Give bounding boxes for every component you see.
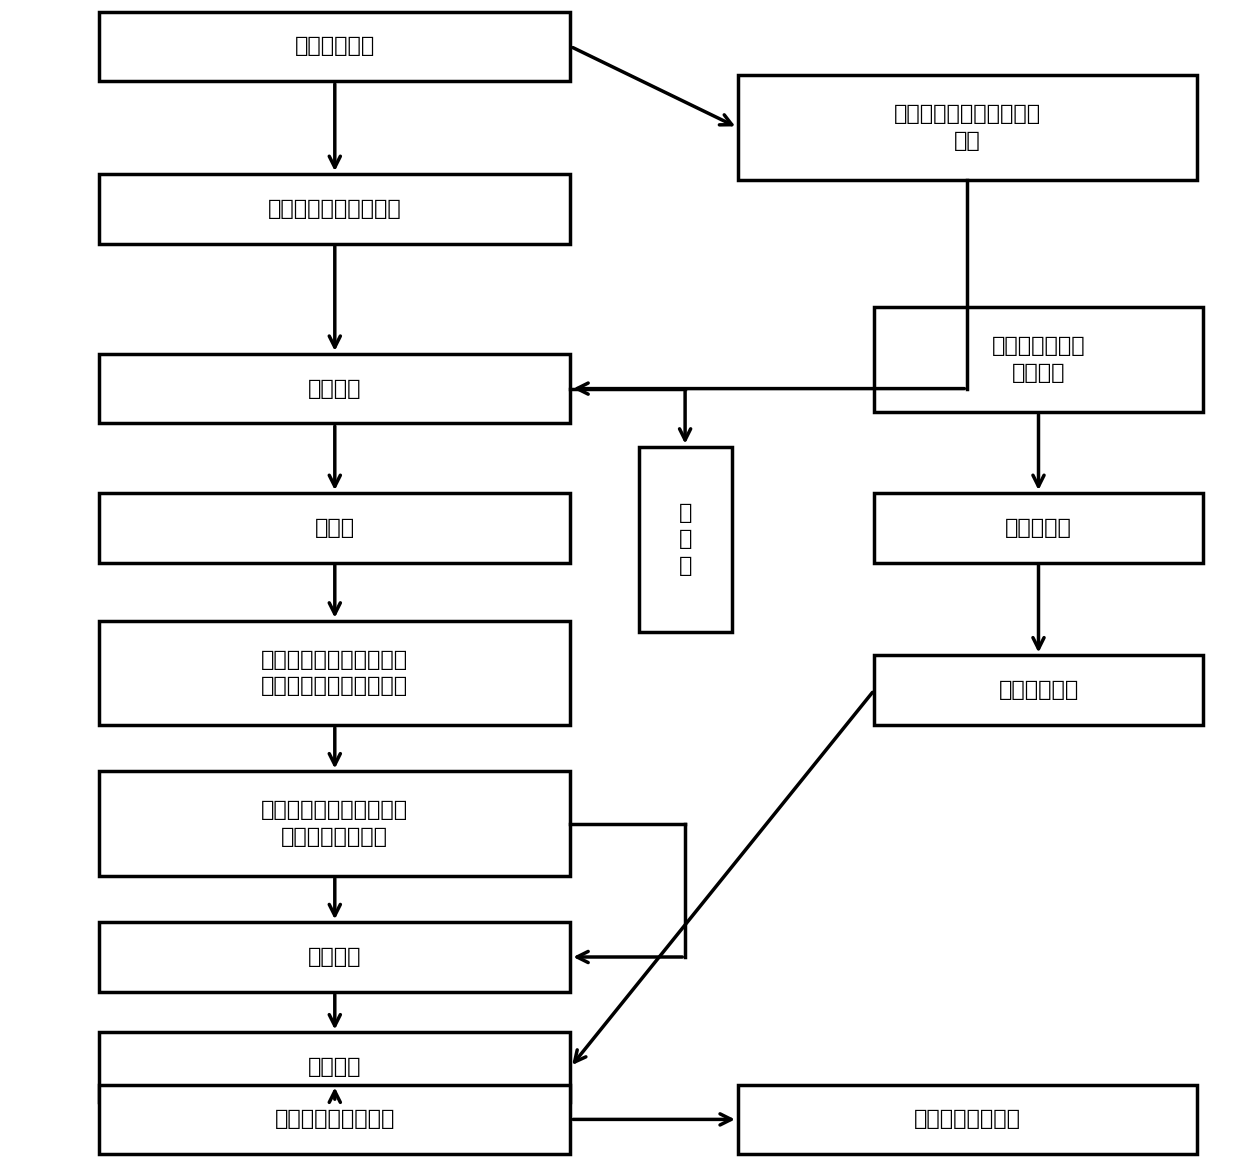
FancyBboxPatch shape <box>99 621 570 725</box>
FancyBboxPatch shape <box>99 922 570 992</box>
FancyBboxPatch shape <box>738 1085 1197 1154</box>
FancyBboxPatch shape <box>874 493 1203 563</box>
Text: 预
测
集: 预 测 集 <box>678 503 692 575</box>
Text: 收集牛乳样品: 收集牛乳样品 <box>295 36 374 57</box>
Text: 采集牛乳样品的介电谱: 采集牛乳样品的介电谱 <box>268 198 402 219</box>
Text: 预测结果误差修正: 预测结果误差修正 <box>914 1109 1021 1130</box>
FancyBboxPatch shape <box>99 354 570 423</box>
Text: 校正集: 校正集 <box>315 517 355 538</box>
Text: 数据降维，提取表达牛乳
脂肪含量的特征介电变量: 数据降维，提取表达牛乳 脂肪含量的特征介电变量 <box>262 650 408 696</box>
FancyBboxPatch shape <box>639 447 732 632</box>
FancyBboxPatch shape <box>99 1032 570 1102</box>
FancyBboxPatch shape <box>99 771 570 876</box>
FancyBboxPatch shape <box>874 655 1203 725</box>
Text: 特征介电变量: 特征介电变量 <box>998 680 1079 701</box>
Text: 样本划分: 样本划分 <box>308 378 362 399</box>
Text: 用国标法测量牛乳的脂肪
含量: 用国标法测量牛乳的脂肪 含量 <box>894 104 1040 151</box>
FancyBboxPatch shape <box>874 307 1203 412</box>
Text: 计算牛乳的脂肪含量: 计算牛乳的脂肪含量 <box>274 1109 396 1130</box>
FancyBboxPatch shape <box>99 1085 570 1154</box>
Text: 模型检验: 模型检验 <box>308 947 362 967</box>
FancyBboxPatch shape <box>99 174 570 244</box>
FancyBboxPatch shape <box>99 493 570 563</box>
Text: 脂肪含量未知的
牛乳样品: 脂肪含量未知的 牛乳样品 <box>992 336 1085 383</box>
Text: 建立预测牛乳脂肪含量的
线性或非线性模型: 建立预测牛乳脂肪含量的 线性或非线性模型 <box>262 800 408 847</box>
FancyBboxPatch shape <box>99 12 570 81</box>
FancyBboxPatch shape <box>738 75 1197 180</box>
Text: 最佳模型: 最佳模型 <box>308 1057 362 1078</box>
Text: 采集介电谱: 采集介电谱 <box>1006 517 1071 538</box>
